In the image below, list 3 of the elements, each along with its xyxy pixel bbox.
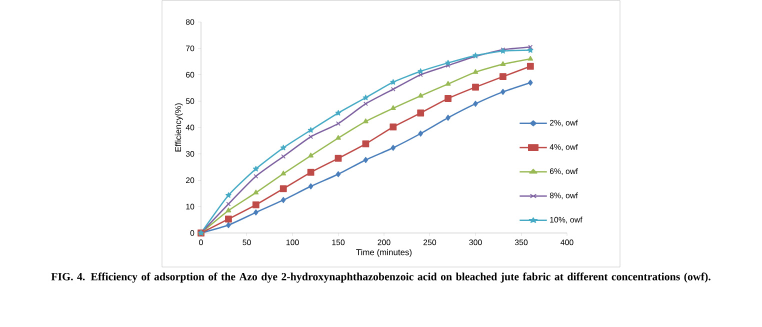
x-axis-title: Time (minutes) xyxy=(356,248,412,257)
caption: FIG. 4. Efficiency of adsorption of the Azo dye 2-hydroxynaphthazobenzoic acid on bleached jute fabric at different concentrations (owf). xyxy=(51,272,710,283)
y-axis-title: Efficiency(%) xyxy=(174,103,183,152)
